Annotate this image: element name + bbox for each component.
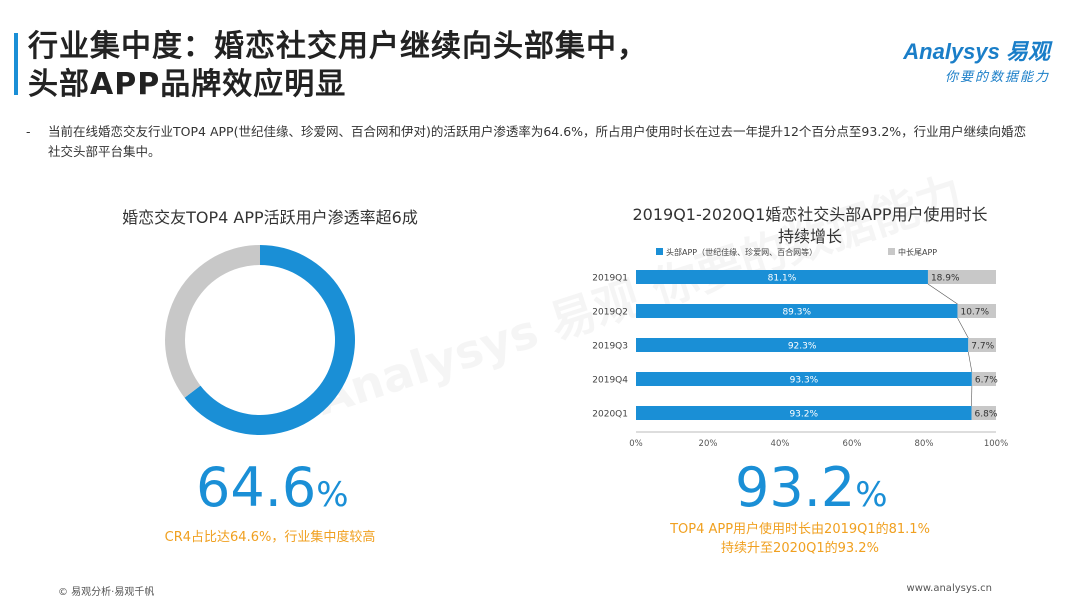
bar-label-2019Q4-1: 6.7% [975,376,998,386]
summary-text: 当前在线婚恋交友行业TOP4 APP(世纪佳缘、珍爱网、百合网和伊对)的活跃用户… [48,124,1027,159]
category-label-2019Q1: 2019Q1 [592,274,628,284]
bar-2019Q4-1 [971,372,996,386]
usage-big-number: 93.2% [735,456,888,519]
x-tick-label-1: 20% [699,439,718,449]
category-label-2020Q1: 2020Q1 [592,410,628,420]
bar-label-2019Q3-1: 7.7% [971,342,994,352]
category-label-2019Q2: 2019Q2 [592,308,628,318]
bar-label-2020Q1-0: 93.2% [789,410,818,420]
brand-logo: Analysys 易观 你要的数据能力 [903,34,1050,85]
legend-label-0: 头部APP（世纪佳缘、珍爱网、百合网等） [666,247,817,257]
x-tick-label-2: 40% [771,439,790,449]
usage-unit: % [855,475,888,515]
connector-line-2 [967,351,973,373]
chart-legend: 头部APP（世纪佳缘、珍爱网、百合网等） 中长尾APP [656,247,937,257]
bar-2019Q4-0 [636,372,972,386]
bar-chart-title: 2019Q1-2020Q1婚恋社交头部APP用户使用时长 持续增长 [632,205,988,246]
connector-line-0 [927,283,958,305]
bar-2019Q3-1 [968,338,996,352]
bar-label-2019Q3-0: 92.3% [788,342,817,352]
usage-note: TOP4 APP用户使用时长由2019Q1的81.1% 持续升至2020Q1的9… [670,522,930,556]
penetration-note: CR4占比达64.6%，行业集中度较高 [164,530,376,545]
donut-chart-title: 婚恋交友TOP4 APP活跃用户渗透率超6成 [122,208,418,227]
legend-label-1: 中长尾APP [898,247,937,257]
bar-label-2019Q1-0: 81.1% [768,274,797,284]
category-label-2019Q4: 2019Q4 [592,376,628,386]
legend-swatch-1 [888,248,895,255]
penetration-unit: % [316,475,349,515]
summary-bullet: - 当前在线婚恋交友行业TOP4 APP(世纪佳缘、珍爱网、百合网和伊对)的活跃… [26,122,1038,162]
donut-chart [165,245,355,436]
x-tick-label-5: 100% [984,439,1008,449]
x-tick-label-0: 0% [629,439,643,449]
bar-2019Q1-1 [927,270,996,284]
stacked-bar-chart: 头部APP（世纪佳缘、珍爱网、百合网等） 中长尾APP 81.1% 18.9% 2019… [592,247,1008,449]
legend-swatch-0 [656,248,663,255]
footer-source: © 易观分析·易观千帆 [58,587,155,598]
bar-label-2020Q1-1: 6.8% [975,410,998,420]
penetration-value: 64.6 [196,456,317,519]
page-title: 行业集中度：婚恋社交用户继续向头部集中， 头部APP品牌效应明显 [28,29,648,102]
title-accent-bar [14,33,18,95]
bar-2019Q2-0 [636,304,958,318]
bar-2019Q2-1 [957,304,996,318]
bar-2019Q3-0 [636,338,969,352]
bar-label-2019Q2-1: 10.7% [960,308,989,318]
logo-slogan: 你要的数据能力 [944,70,1050,85]
bar-label-2019Q4-0: 93.3% [790,376,819,386]
usage-value: 93.2 [735,456,856,519]
x-tick-label-4: 80% [915,439,934,449]
donut-slice-1 [165,245,260,398]
bar-label-2019Q1-1: 18.9% [931,274,960,284]
bar-label-2019Q2-0: 89.3% [782,308,811,318]
penetration-big-number: 64.6% [196,456,349,519]
bar-2020Q1-0 [636,406,972,420]
category-label-2019Q3: 2019Q3 [592,342,628,352]
bar-2020Q1-1 [971,406,996,420]
bullet-dash: - [26,124,31,139]
footer-url: www.analysys.cn [906,583,992,594]
connector-line-1 [957,317,969,339]
x-tick-label-3: 60% [843,439,862,449]
logo-main-text: Analysys 易观 [903,39,1050,64]
bar-2019Q1-0 [636,270,928,284]
